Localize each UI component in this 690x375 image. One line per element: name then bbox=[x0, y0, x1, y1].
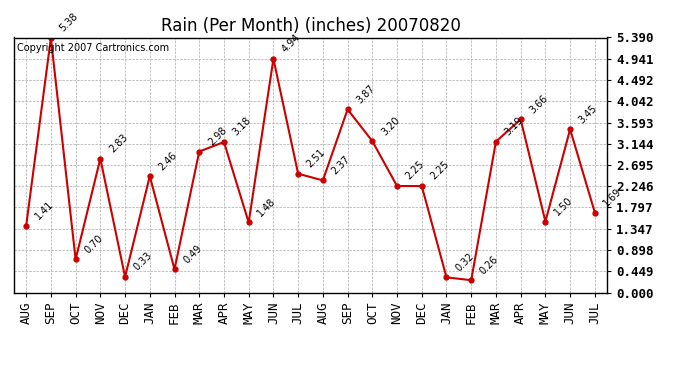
Text: 1.48: 1.48 bbox=[255, 196, 278, 218]
Text: 1.41: 1.41 bbox=[33, 200, 55, 222]
Text: 4.94: 4.94 bbox=[280, 32, 302, 55]
Text: 0.70: 0.70 bbox=[83, 233, 105, 255]
Text: 3.19: 3.19 bbox=[503, 115, 525, 137]
Text: 2.25: 2.25 bbox=[428, 159, 451, 182]
Text: 3.87: 3.87 bbox=[355, 83, 377, 105]
Text: 1.69: 1.69 bbox=[602, 186, 624, 209]
Text: 3.66: 3.66 bbox=[528, 93, 550, 115]
Text: 0.49: 0.49 bbox=[181, 243, 204, 265]
Text: 3.45: 3.45 bbox=[577, 103, 600, 125]
Text: 2.25: 2.25 bbox=[404, 159, 426, 182]
Text: 5.38: 5.38 bbox=[58, 12, 80, 34]
Text: 2.83: 2.83 bbox=[107, 132, 130, 154]
Text: 0.32: 0.32 bbox=[453, 251, 475, 273]
Text: 2.98: 2.98 bbox=[206, 125, 228, 147]
Text: Copyright 2007 Cartronics.com: Copyright 2007 Cartronics.com bbox=[17, 43, 169, 52]
Text: 2.37: 2.37 bbox=[330, 154, 352, 176]
Text: 0.26: 0.26 bbox=[478, 254, 500, 276]
Title: Rain (Per Month) (inches) 20070820: Rain (Per Month) (inches) 20070820 bbox=[161, 16, 460, 34]
Text: 0.33: 0.33 bbox=[132, 251, 154, 273]
Text: 2.51: 2.51 bbox=[305, 147, 328, 170]
Text: 2.46: 2.46 bbox=[157, 150, 179, 172]
Text: 3.20: 3.20 bbox=[380, 115, 402, 137]
Text: 3.18: 3.18 bbox=[231, 116, 253, 138]
Text: 1.50: 1.50 bbox=[552, 195, 575, 217]
